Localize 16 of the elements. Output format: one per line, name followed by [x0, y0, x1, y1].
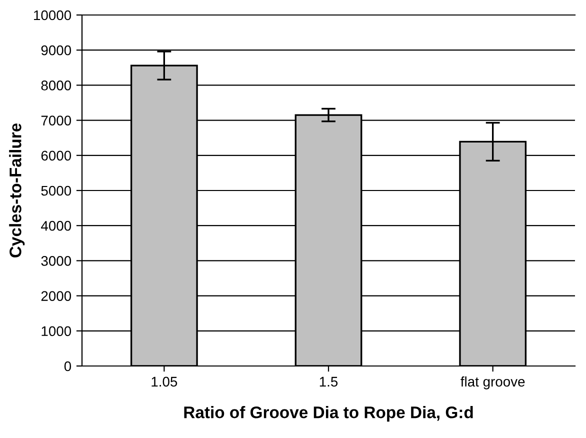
y-tick-label: 10000 [34, 10, 72, 20]
x-tick-label: 1.5 [320, 376, 338, 387]
y-tick-label: 2000 [41, 291, 72, 301]
y-tick-label: 8000 [41, 80, 72, 90]
y-tick-label: 0 [64, 361, 72, 372]
y-axis-title: Cycles-to-Failure [9, 123, 25, 258]
y-tick-label: 5000 [41, 186, 72, 196]
y-tick-label: 9000 [41, 45, 72, 56]
y-tick-label: 4000 [41, 220, 72, 231]
y-tick-label: 6000 [41, 150, 72, 161]
y-tick-label: 3000 [41, 256, 72, 266]
x-tick-label: flat groove [460, 376, 525, 390]
y-tick-label: 7000 [41, 116, 72, 126]
x-tick-label: 1.05 [152, 376, 178, 387]
y-tick-label: 1000 [42, 326, 72, 336]
x-axis-title: Ratio of Groove Dia to Rope Dia, G:d [184, 406, 473, 422]
